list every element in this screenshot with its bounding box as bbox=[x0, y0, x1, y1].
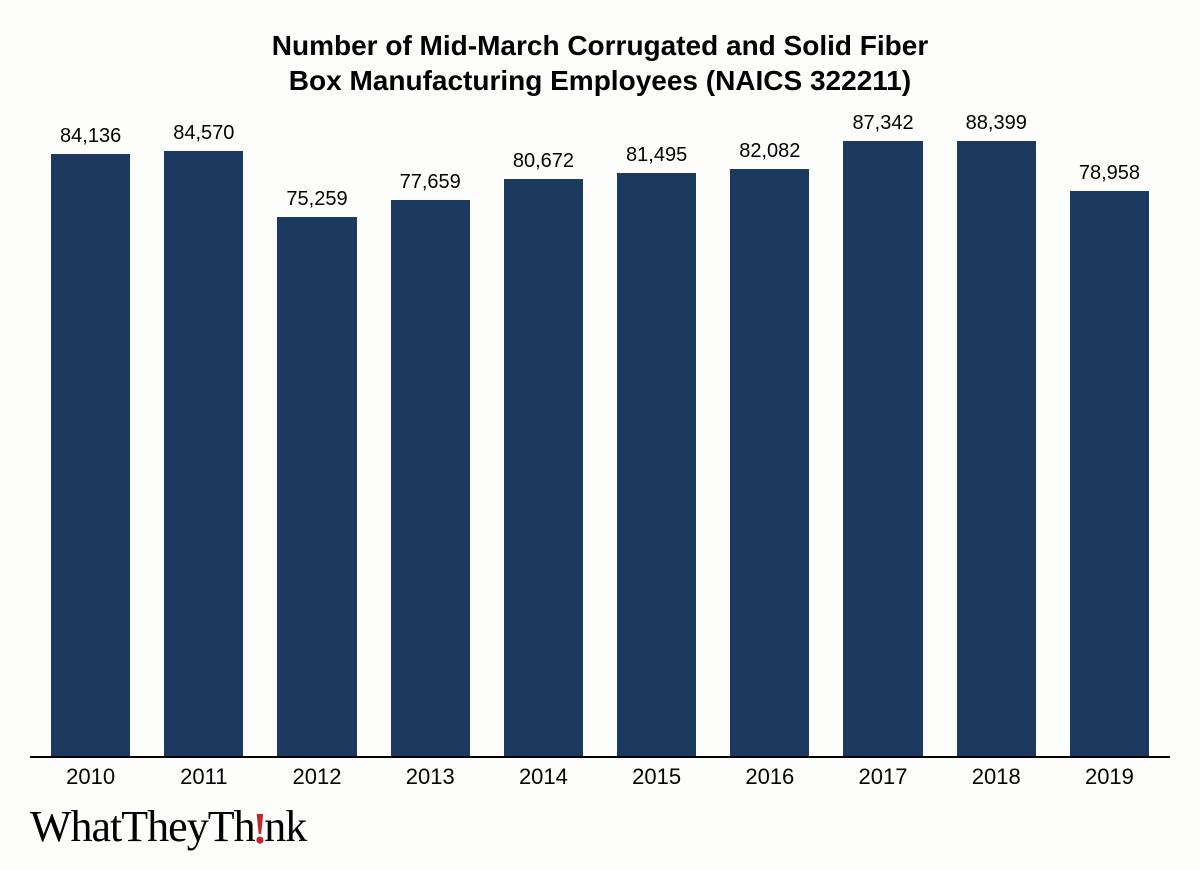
plot-area: 84,136 84,570 75,259 77,659 80,672 81,495 82,0… bbox=[30, 112, 1170, 790]
bar-value-label: 84,570 bbox=[173, 122, 234, 145]
bar-slot: 82,082 bbox=[713, 112, 826, 756]
bar bbox=[617, 173, 696, 756]
bar bbox=[391, 200, 470, 756]
bar-slot: 84,570 bbox=[147, 112, 260, 756]
x-tick-label: 2015 bbox=[600, 764, 713, 790]
bar bbox=[277, 217, 356, 756]
bar-value-label: 78,958 bbox=[1079, 162, 1140, 185]
x-tick-label: 2017 bbox=[826, 764, 939, 790]
bars-area: 84,136 84,570 75,259 77,659 80,672 81,495 82,0… bbox=[30, 112, 1170, 758]
x-tick-label: 2010 bbox=[34, 764, 147, 790]
chart-title-line1: Number of Mid-March Corrugated and Solid… bbox=[272, 30, 928, 61]
bar bbox=[843, 141, 922, 756]
logo-text-before: WhatTheyTh bbox=[30, 801, 255, 852]
logo-exclamation-icon: ! bbox=[253, 803, 267, 854]
bar bbox=[1070, 191, 1149, 756]
chart-container: Number of Mid-March Corrugated and Solid… bbox=[0, 0, 1200, 870]
x-tick-label: 2011 bbox=[147, 764, 260, 790]
bar-slot: 87,342 bbox=[826, 112, 939, 756]
bar-value-label: 80,672 bbox=[513, 150, 574, 173]
bar-value-label: 84,136 bbox=[60, 125, 121, 148]
bar-value-label: 75,259 bbox=[286, 188, 347, 211]
x-axis: 2010201120122013201420152016201720182019 bbox=[30, 758, 1170, 790]
x-tick-label: 2019 bbox=[1053, 764, 1166, 790]
bar-slot: 77,659 bbox=[374, 112, 487, 756]
bar-value-label: 82,082 bbox=[739, 140, 800, 163]
bar-slot: 84,136 bbox=[34, 112, 147, 756]
x-tick-label: 2012 bbox=[260, 764, 373, 790]
bar-slot: 88,399 bbox=[940, 112, 1053, 756]
bar bbox=[504, 179, 583, 756]
x-tick-label: 2013 bbox=[374, 764, 487, 790]
bar bbox=[164, 151, 243, 756]
chart-title-line2: Box Manufacturing Employees (NAICS 32221… bbox=[289, 65, 911, 96]
bar-slot: 75,259 bbox=[260, 112, 373, 756]
footer: WhatTheyTh ! nk bbox=[30, 790, 1170, 860]
bar-slot: 78,958 bbox=[1053, 112, 1166, 756]
x-tick-label: 2016 bbox=[713, 764, 826, 790]
chart-title: Number of Mid-March Corrugated and Solid… bbox=[30, 28, 1170, 98]
bar-value-label: 81,495 bbox=[626, 144, 687, 167]
bar bbox=[957, 141, 1036, 756]
x-tick-label: 2014 bbox=[487, 764, 600, 790]
bar bbox=[730, 169, 809, 756]
logo-text-after: nk bbox=[264, 801, 306, 852]
bar-value-label: 88,399 bbox=[966, 112, 1027, 135]
bar-slot: 80,672 bbox=[487, 112, 600, 756]
bar-value-label: 87,342 bbox=[852, 112, 913, 135]
logo-whattheythink: WhatTheyTh ! nk bbox=[30, 801, 306, 852]
x-tick-label: 2018 bbox=[940, 764, 1053, 790]
bar-value-label: 77,659 bbox=[400, 171, 461, 194]
bar-slot: 81,495 bbox=[600, 112, 713, 756]
bar bbox=[51, 154, 130, 756]
